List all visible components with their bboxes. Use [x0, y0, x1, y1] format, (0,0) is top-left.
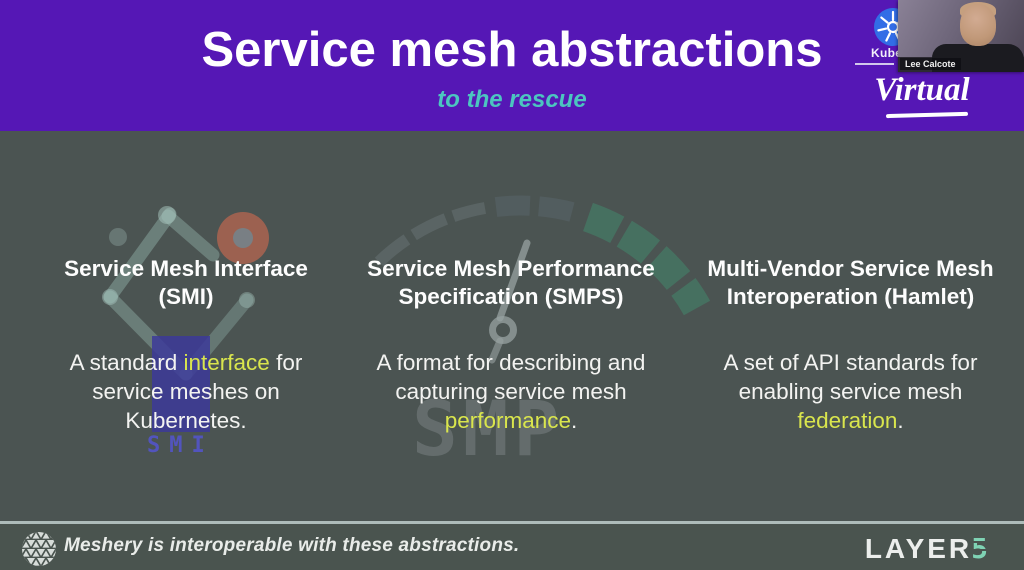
layer5-logo: LAYER 5	[865, 532, 988, 565]
gauge-watermark	[374, 195, 711, 364]
column-description: A set of API standards for enabling serv…	[698, 348, 1003, 435]
smi-blue-rect	[152, 336, 210, 432]
smi-logo-watermark: SMI	[102, 206, 269, 458]
footer-bar: Meshery is interoperable with these abst…	[0, 521, 1024, 570]
column-description: A standard interface for service meshes …	[54, 348, 319, 435]
speaker-face	[960, 4, 996, 46]
description-text-end: .	[571, 408, 578, 433]
heading-line1: Multi-Vendor Service Mesh	[707, 256, 994, 281]
column-description: A format for describing and capturing se…	[359, 348, 664, 435]
description-highlight: interface	[183, 350, 270, 375]
heading-line2: Specification (SMPS)	[398, 284, 624, 309]
footer-tagline: Meshery is interoperable with these abst…	[64, 535, 520, 556]
heading-line2: (SMI)	[158, 284, 214, 309]
column-smi: Service Mesh Interface (SMI) A standard …	[30, 255, 342, 435]
kubernetes-underline	[855, 63, 894, 65]
header-band: Service mesh abstractions to the rescue	[0, 0, 1024, 131]
webcam-video-tile[interactable]: Lee Calcote	[898, 0, 1024, 72]
column-smps: Service Mesh Performance Specification (…	[352, 255, 670, 435]
column-hamlet: Multi-Vendor Service Mesh Interoperation…	[688, 255, 1013, 435]
speaker-name-label: Lee Calcote	[900, 58, 961, 70]
column-heading: Service Mesh Performance Specification (…	[352, 255, 670, 311]
virtual-label: Virtual	[874, 72, 970, 108]
slide-title: Service mesh abstractions	[201, 23, 823, 77]
column-heading: Multi-Vendor Service Mesh Interoperation…	[688, 255, 1013, 311]
heading-line1: Service Mesh Performance	[367, 256, 655, 281]
smi-watermark-text: SMI	[147, 433, 214, 458]
description-highlight: federation	[797, 408, 898, 433]
meshery-icon	[22, 532, 56, 566]
layer5-number: 5	[971, 532, 988, 565]
kubernetes-label: Kube	[871, 46, 903, 60]
slide-subtitle: to the rescue	[437, 86, 587, 113]
heading-line1: Service Mesh Interface	[64, 256, 308, 281]
description-text: A set of API standards for enabling serv…	[723, 350, 978, 404]
layer5-wordmark: LAYER	[864, 532, 973, 564]
description-text: A standard	[69, 350, 184, 375]
description-highlight: performance	[444, 408, 572, 433]
description-text-end: for service meshes on Kubernetes.	[92, 350, 303, 433]
column-heading: Service Mesh Interface (SMI)	[30, 255, 342, 311]
description-text: A format for describing and capturing se…	[376, 350, 646, 404]
heading-line2: Interoperation (Hamlet)	[726, 284, 975, 309]
smp-watermark-text: SMP	[412, 384, 564, 473]
description-text-end: .	[897, 408, 904, 433]
